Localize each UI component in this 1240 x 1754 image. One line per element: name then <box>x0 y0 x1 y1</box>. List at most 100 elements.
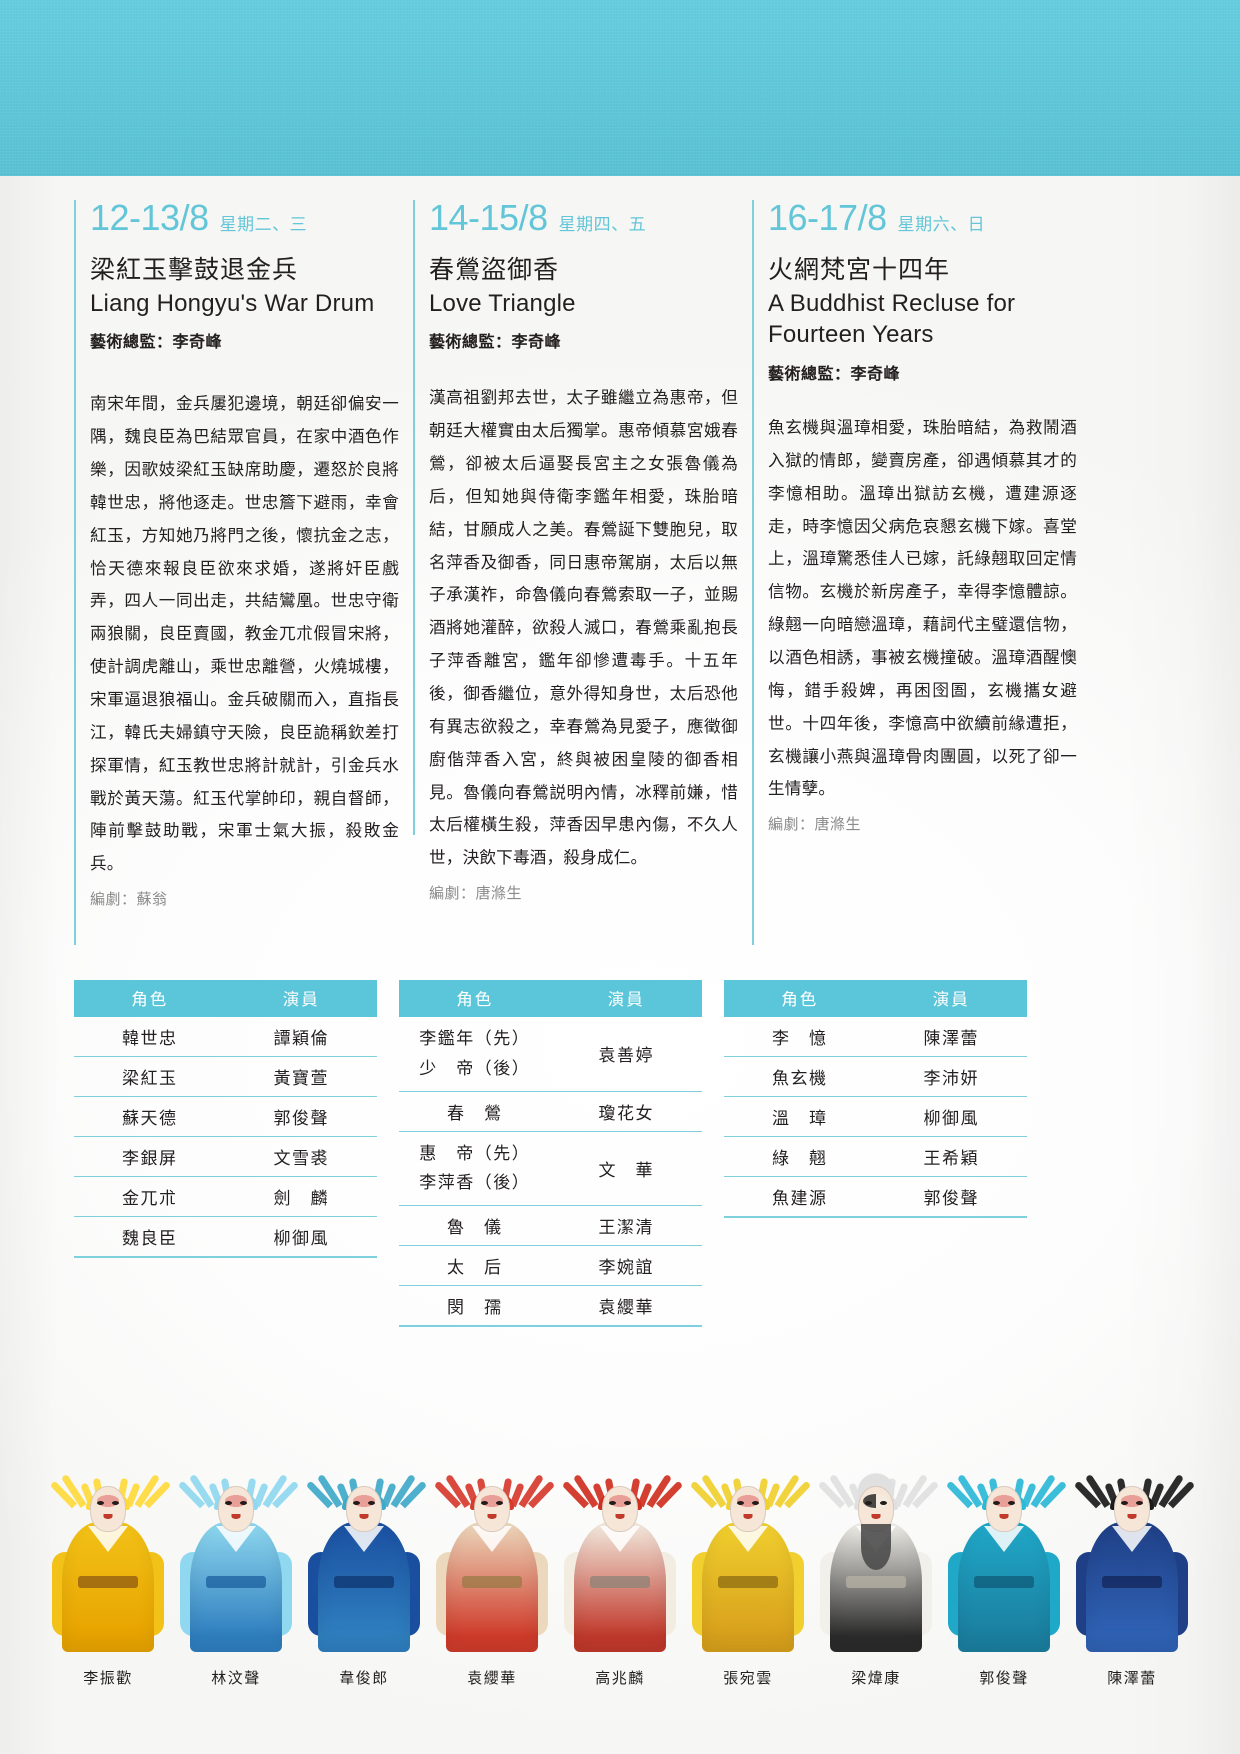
cast-table-wrap-2: 角色 演員 李鑑年（先）少 帝（後） 袁善婷春 鶯瓊花女惠 帝（先） 李萍香（後）文… <box>399 980 724 1327</box>
table-row: 李銀屏 文雪裘 <box>74 1136 377 1177</box>
table-row: 魚玄機 李沛妍 <box>724 1056 1027 1097</box>
cast-actor: 譚穎倫 <box>225 1017 377 1057</box>
cast-header-actor: 演員 <box>875 980 1027 1017</box>
cast-role: 惠 帝（先） 李萍香（後） <box>399 1131 551 1206</box>
performer-photo-strip: 李振歡 林汶聲 韋俊郎 袁纓華 高兆麟 張宛雲 梁煒康 郭俊聲 陳澤蕾 <box>0 1424 1240 1694</box>
cast-header-actor: 演員 <box>550 980 702 1017</box>
cast-table-2: 角色 演員 李鑑年（先）少 帝（後） 袁善婷春 鶯瓊花女惠 帝（先） 李萍香（後）文… <box>399 980 702 1327</box>
cast-role: 李 憶 <box>724 1017 876 1057</box>
cast-header-role: 角色 <box>724 980 876 1017</box>
cast-role: 金兀朮 <box>74 1176 226 1217</box>
table-row: 金兀朮劍 麟 <box>74 1176 377 1217</box>
cast-tables: 角色 演員 韓世忠 譚穎倫 梁紅玉 黃寶萱 蘇天德 郭俊聲 李銀屏 文雪裘 金兀朮劍 麟魏良臣柳… <box>0 980 1240 1327</box>
mouth <box>487 1514 497 1519</box>
cast-header-role: 角色 <box>399 980 551 1017</box>
opera-costume-figure <box>49 1456 172 1652</box>
performer-portrait <box>305 1456 428 1652</box>
performer-portrait <box>49 1456 172 1652</box>
mouth <box>999 1514 1009 1519</box>
sash <box>462 1576 522 1588</box>
cast-actor: 郭俊聲 <box>225 1096 377 1137</box>
performer-name: 李振歡 <box>83 1670 133 1687</box>
cast-actor: 劍 麟 <box>225 1176 377 1217</box>
opera-costume-figure <box>689 1456 812 1652</box>
cast-table-1: 角色 演員 韓世忠 譚穎倫 梁紅玉 黃寶萱 蘇天德 郭俊聲 李銀屏 文雪裘 金兀朮劍 麟魏良臣柳… <box>74 980 377 1258</box>
cast-actor: 文雪裘 <box>225 1136 377 1177</box>
opera-costume-figure <box>177 1456 300 1652</box>
mouth <box>871 1514 881 1519</box>
table-row: 魏良臣 柳御風 <box>74 1216 377 1258</box>
face <box>346 1486 382 1532</box>
programme-date-3: 16-17/8 <box>768 197 887 238</box>
mouth <box>743 1514 753 1519</box>
cast-role: 魚建源 <box>724 1176 876 1218</box>
cast-body-1: 韓世忠 譚穎倫 梁紅玉 黃寶萱 蘇天德 郭俊聲 李銀屏 文雪裘 金兀朮劍 麟魏良臣 柳御風 <box>74 1017 377 1258</box>
table-row: 魚建源 郭俊聲 <box>724 1176 1027 1218</box>
sash <box>206 1576 266 1588</box>
table-row: 太 后李婉誼 <box>399 1245 702 1286</box>
cast-role: 魯 儀 <box>399 1205 551 1246</box>
playwright-credit-1: 編劇：蘇翁 <box>90 891 168 909</box>
date-line-2: 14-15/8 星期四、五 <box>429 200 738 236</box>
cast-actor: 王潔清 <box>550 1205 702 1246</box>
opera-costume-figure <box>561 1456 684 1652</box>
cast-table-wrap-1: 角色 演員 韓世忠 譚穎倫 梁紅玉 黃寶萱 蘇天德 郭俊聲 李銀屏 文雪裘 金兀朮劍 麟魏良臣柳… <box>74 980 399 1327</box>
programme-title-zh-3: 火網梵宮十四年 <box>768 256 951 284</box>
performer-portrait <box>177 1456 300 1652</box>
sash <box>590 1576 650 1588</box>
table-row: 魯 儀王潔清 <box>399 1205 702 1246</box>
table-row: 閔 孺袁纓華 <box>399 1285 702 1327</box>
face <box>474 1486 510 1532</box>
cast-actor: 李沛妍 <box>875 1056 1027 1097</box>
face <box>90 1486 126 1532</box>
performer-name: 陳澤蕾 <box>1107 1670 1157 1687</box>
eyes <box>1121 1501 1143 1505</box>
table-row: 韓世忠 譚穎倫 <box>74 1017 377 1057</box>
programme-synopsis-1: 南宋年間，金兵屢犯邊境，朝廷卻偏安一隅，魏良臣為巴結眾官員，在家中酒色作樂，因歌… <box>90 394 399 874</box>
mouth <box>231 1514 241 1519</box>
programme-weekday-1: 星期二、三 <box>219 215 308 234</box>
opera-costume-figure <box>1073 1456 1196 1652</box>
date-line-3: 16-17/8 星期六、日 <box>768 200 1077 236</box>
cast-actor: 王希穎 <box>875 1136 1027 1177</box>
performer-portrait <box>689 1456 812 1652</box>
eyes <box>97 1501 119 1505</box>
table-row: 綠 翹王希穎 <box>724 1136 1027 1177</box>
cast-role: 韓世忠 <box>74 1017 226 1057</box>
cast-body-2: 李鑑年（先）少 帝（後） 袁善婷春 鶯瓊花女惠 帝（先） 李萍香（後）文 華魯 儀王… <box>399 1017 702 1327</box>
performer-portrait <box>817 1456 940 1652</box>
sash <box>974 1576 1034 1588</box>
face <box>1114 1486 1150 1532</box>
sash <box>78 1576 138 1588</box>
programme-column-3: 16-17/8 星期六、日 火網梵宮十四年 A Buddhist Recluse… <box>752 200 1077 945</box>
table-row: 李 憶陳澤蕾 <box>724 1017 1027 1057</box>
programme-date-2: 14-15/8 <box>429 197 548 238</box>
performer-name: 韋俊郎 <box>339 1670 389 1687</box>
artistic-director-2: 藝術總監：李奇峰 <box>429 334 562 352</box>
cast-actor: 袁纓華 <box>550 1285 702 1327</box>
artistic-director-1: 藝術總監：李奇峰 <box>90 334 223 352</box>
performer-portrait <box>433 1456 556 1652</box>
eyes <box>865 1501 887 1505</box>
table-row: 春 鶯瓊花女 <box>399 1091 702 1132</box>
programme-columns: 12-13/8 星期二、三 梁紅玉擊鼓退金兵 Liang Hongyu's Wa… <box>0 200 1240 945</box>
column-gap-1 <box>399 200 413 945</box>
performer-name: 郭俊聲 <box>979 1670 1029 1687</box>
cast-header-actor: 演員 <box>225 980 377 1017</box>
performer-name: 林汶聲 <box>211 1670 261 1687</box>
sash <box>846 1576 906 1588</box>
cast-role: 綠 翹 <box>724 1136 876 1177</box>
artistic-director-3: 藝術總監：李奇峰 <box>768 366 901 384</box>
table-row: 惠 帝（先） 李萍香（後）文 華 <box>399 1131 702 1206</box>
cast-header-role: 角色 <box>74 980 226 1017</box>
cast-role: 李銀屏 <box>74 1136 226 1177</box>
cast-table-3: 角色 演員 李 憶陳澤蕾 魚玄機 李沛妍溫 璋柳御風綠 翹王希穎 魚建源 郭俊聲 <box>724 980 1027 1218</box>
programme-title-en-3: A Buddhist Recluse for Fourteen Years <box>768 289 1016 349</box>
performer-name: 高兆麟 <box>595 1670 645 1687</box>
cast-role: 李鑑年（先）少 帝（後） <box>399 1017 551 1092</box>
programme-synopsis-3: 魚玄機與溫璋相愛，珠胎暗結，為救鬧酒入獄的情郎，變賣房產，卻遇傾慕其才的李憶相助… <box>768 418 1077 799</box>
cast-header-row: 角色 演員 <box>724 980 1027 1017</box>
table-row: 李鑑年（先）少 帝（後） 袁善婷 <box>399 1017 702 1092</box>
performer-name: 袁纓華 <box>467 1670 517 1687</box>
cast-actor: 柳御風 <box>225 1216 377 1258</box>
